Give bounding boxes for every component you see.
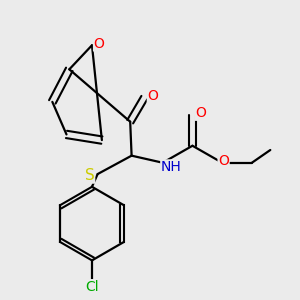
Text: Cl: Cl (85, 280, 99, 294)
Text: O: O (94, 37, 104, 51)
Text: O: O (218, 154, 229, 168)
Text: NH: NH (161, 160, 182, 174)
Text: S: S (85, 168, 94, 183)
Text: O: O (195, 106, 206, 120)
Text: O: O (147, 89, 158, 103)
